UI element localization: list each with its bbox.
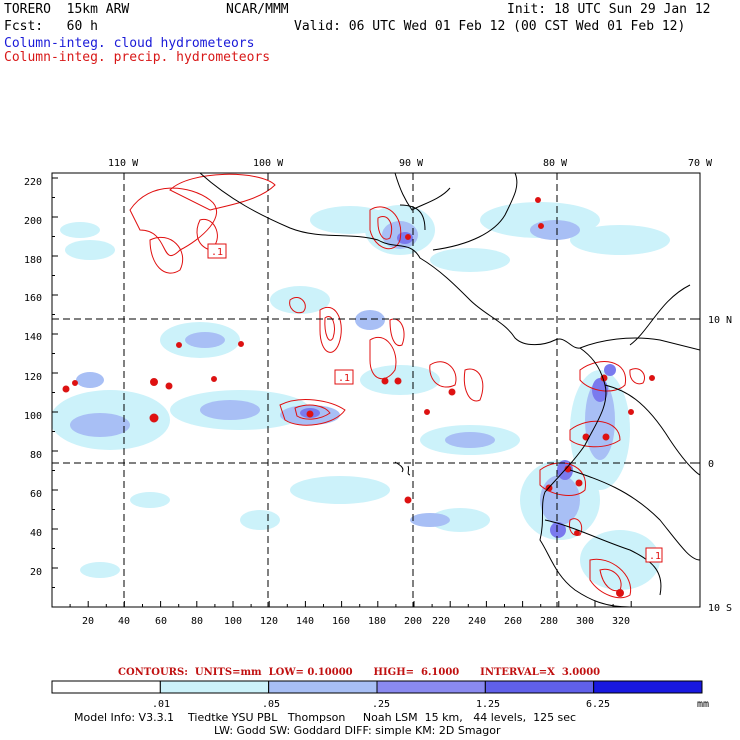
top-lon-label: 100 W bbox=[253, 158, 284, 169]
bottom-tick-label: 60 bbox=[155, 616, 167, 627]
axis-labels: 110 W 100 W 90 W 80 W 70 W 10 N 0 10 S 2… bbox=[24, 158, 732, 627]
colorbar-segment bbox=[159, 680, 270, 694]
top-lon-label: 70 W bbox=[688, 158, 713, 169]
tick-marks bbox=[51, 173, 701, 608]
right-lat-label: 10 S bbox=[708, 603, 732, 614]
left-tick-label: 180 bbox=[24, 255, 42, 266]
legend-cloud: Column-integ. cloud hydrometeors bbox=[4, 36, 255, 51]
bottom-tick-label: 80 bbox=[191, 616, 203, 627]
precip-cores bbox=[62, 197, 655, 597]
bottom-tick-label: 200 bbox=[404, 616, 422, 627]
left-tick-label: 200 bbox=[24, 216, 42, 227]
colorbar-label: 1.25 bbox=[476, 699, 500, 710]
footer-physics-info: LW: Godd SW: Goddard DIFF: simple KM: 2D… bbox=[214, 724, 501, 737]
precip-contours bbox=[129, 173, 645, 599]
right-lat-label: 10 N bbox=[708, 315, 732, 326]
contour-info: CONTOURS: UNITS=mm LOW= 0.10000 HIGH= 6.… bbox=[118, 667, 601, 678]
colorbar-units: mm bbox=[697, 699, 709, 710]
colorbar-label: .25 bbox=[372, 699, 390, 710]
top-lon-label: 90 W bbox=[399, 158, 424, 169]
contour-label-2: .1 bbox=[338, 373, 350, 384]
contour-label-boxes bbox=[207, 243, 663, 563]
bottom-tick-label: 320 bbox=[612, 616, 630, 627]
contour-label-3: .1 bbox=[649, 551, 661, 562]
grid-lines bbox=[52, 173, 700, 607]
bottom-tick-label: 280 bbox=[540, 616, 558, 627]
bottom-tick-label: 100 bbox=[224, 616, 242, 627]
top-lon-label: 110 W bbox=[108, 158, 139, 169]
right-lat-label: 0 bbox=[708, 459, 714, 470]
top-lon-label: 80 W bbox=[543, 158, 568, 169]
colorbar-segment bbox=[593, 680, 703, 694]
left-tick-label: 100 bbox=[24, 411, 42, 422]
bottom-tick-label: 180 bbox=[368, 616, 386, 627]
bottom-tick-label: 300 bbox=[576, 616, 594, 627]
coastlines bbox=[199, 173, 700, 607]
bottom-tick-label: 260 bbox=[504, 616, 522, 627]
bottom-tick-label: 120 bbox=[260, 616, 278, 627]
init-time: Init: 18 UTC Sun 29 Jan 12 bbox=[507, 2, 711, 17]
contour-label-1: .1 bbox=[211, 247, 223, 258]
colorbar-label: .01 bbox=[152, 699, 170, 710]
left-tick-label: 120 bbox=[24, 372, 42, 383]
left-tick-label: 60 bbox=[30, 489, 42, 500]
colorbar-segment bbox=[484, 680, 595, 694]
colorbar-segment bbox=[376, 680, 486, 694]
colorbar-segment bbox=[268, 680, 378, 694]
left-tick-label: 20 bbox=[30, 567, 42, 578]
left-tick-label: 40 bbox=[30, 528, 42, 539]
bottom-tick-label: 40 bbox=[118, 616, 130, 627]
forecast-hour: Fcst: 60 h bbox=[4, 19, 98, 34]
left-tick-label: 220 bbox=[24, 177, 42, 188]
model-title: TORERO 15km ARW bbox=[4, 2, 130, 17]
bottom-tick-label: 240 bbox=[468, 616, 486, 627]
bottom-tick-label: 220 bbox=[432, 616, 450, 627]
left-tick-label: 140 bbox=[24, 332, 42, 343]
colorbar-label: 6.25 bbox=[586, 699, 610, 710]
center-label: NCAR/MMM bbox=[226, 2, 289, 17]
footer-model-info: Model Info: V3.3.1 Tiedtke YSU PBL Thomp… bbox=[74, 711, 577, 724]
colorbar bbox=[51, 680, 703, 694]
left-tick-label: 80 bbox=[30, 450, 42, 461]
left-tick-label: 160 bbox=[24, 293, 42, 304]
legend-precip: Column-integ. precip. hydrometeors bbox=[4, 50, 271, 65]
colorbar-segment bbox=[51, 680, 161, 694]
bottom-tick-label: 160 bbox=[332, 616, 350, 627]
bottom-tick-label: 20 bbox=[82, 616, 94, 627]
map-frame bbox=[51, 172, 701, 608]
colorbar-label: .05 bbox=[262, 699, 280, 710]
bottom-tick-label: 140 bbox=[296, 616, 314, 627]
valid-time: Valid: 06 UTC Wed 01 Feb 12 (00 CST Wed … bbox=[294, 19, 686, 34]
colorbar-labels: .01 .05 .25 1.25 6.25 mm bbox=[152, 699, 709, 710]
